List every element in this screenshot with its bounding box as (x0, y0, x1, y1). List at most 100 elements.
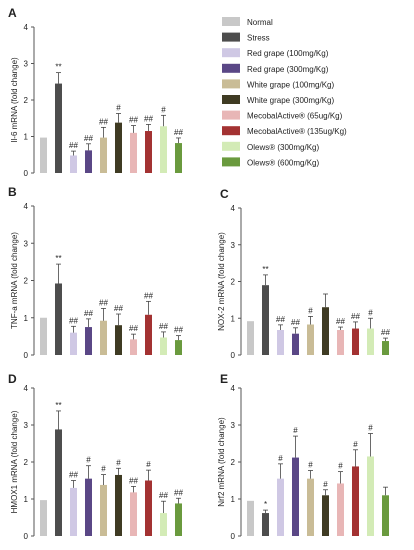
legend-swatch (222, 32, 240, 42)
bar (160, 513, 167, 536)
significance-label: # (368, 308, 373, 317)
y-tick-label: 4 (24, 384, 29, 393)
y-tick-label: 2 (24, 277, 29, 286)
y-axis-label: Nrf2 mRNA (fold change) (217, 417, 226, 507)
significance-label: ## (351, 312, 360, 321)
bar (367, 456, 374, 536)
bar (55, 83, 62, 173)
bar (100, 484, 107, 536)
y-tick-label: 0 (231, 351, 236, 360)
y-tick-label: 3 (24, 60, 29, 69)
y-axis-label: NOX-2 mRNA (fold change) (217, 232, 226, 331)
significance-label: ## (159, 322, 168, 331)
bar (85, 150, 92, 173)
bar (352, 328, 359, 355)
y-tick-label: 1 (231, 495, 236, 504)
y-tick-label: 3 (24, 421, 29, 430)
legend-swatch (222, 63, 240, 73)
bar (175, 143, 182, 173)
bar (175, 340, 182, 355)
panel-b: B 0 1 2 3 4 TNF-a mRNA (fold change) ** ## ## ## ##… (8, 185, 183, 360)
panel-letter: E (220, 372, 228, 386)
y-tick-label: 1 (24, 133, 29, 142)
y-axis-label: HMOX1 mRNA (fold change) (10, 410, 19, 513)
significance-label: ## (69, 471, 78, 480)
significance-label: # (116, 458, 121, 467)
significance-label: ** (55, 401, 61, 410)
bar (382, 341, 389, 355)
significance-label: # (308, 461, 313, 470)
significance-label: ## (129, 116, 138, 125)
bar (247, 500, 254, 536)
y-tick-label: 2 (24, 96, 29, 105)
y-tick-label: 3 (231, 241, 236, 250)
bar (262, 285, 269, 355)
bar (85, 478, 92, 536)
bar (70, 332, 77, 355)
significance-label: ## (174, 128, 183, 137)
y-tick-label: 4 (231, 204, 236, 213)
bar (337, 483, 344, 536)
panel-letter: C (220, 187, 229, 201)
bar (40, 317, 47, 355)
bar (115, 122, 122, 173)
bar (292, 457, 299, 536)
bar (322, 307, 329, 355)
significance-label: ## (144, 114, 153, 123)
legend-swatch (222, 48, 240, 58)
significance-label: # (308, 306, 313, 315)
legend-swatch (222, 95, 240, 104)
significance-label: # (338, 462, 343, 471)
significance-label: ## (69, 316, 78, 325)
y-axis-label: Il-6 mRNA (fold change) (10, 57, 19, 143)
bar (262, 513, 269, 536)
y-tick-label: 2 (24, 458, 29, 467)
legend-label: Red grape (300mg/Kg) (247, 65, 329, 74)
significance-label: ## (129, 324, 138, 333)
legend-label: Olews® (600mg/Kg) (247, 158, 319, 167)
significance-label: # (146, 460, 151, 469)
y-tick-label: 1 (24, 495, 29, 504)
bar (322, 495, 329, 536)
bar (352, 466, 359, 536)
bar (130, 132, 137, 173)
y-tick-label: 0 (24, 169, 29, 178)
legend-swatch (222, 157, 240, 167)
legend-label: MecobalActive® (135ug/Kg) (247, 127, 347, 136)
significance-label: ## (174, 326, 183, 335)
bar (115, 474, 122, 536)
significance-label: ## (69, 141, 78, 150)
legend-label: Normal (247, 18, 273, 27)
bar (70, 155, 77, 173)
panel-e: E 0 1 2 3 4 Nrf2 mRNA (fold change) * # # # # # # # (217, 372, 389, 541)
bar (145, 480, 152, 536)
legend-swatch (222, 110, 240, 120)
significance-label: # (368, 424, 373, 433)
legend-swatch (222, 126, 240, 136)
bar (70, 487, 77, 536)
legend-label: MecobalActive® (65ug/Kg) (247, 112, 343, 121)
y-tick-label: 0 (231, 532, 236, 541)
bar (130, 492, 137, 536)
bar (367, 328, 374, 355)
bar (55, 429, 62, 536)
y-tick-label: 2 (231, 458, 236, 467)
bar (100, 137, 107, 173)
significance-label: ## (84, 309, 93, 318)
y-tick-label: 2 (231, 278, 236, 287)
bar (115, 325, 122, 355)
y-tick-label: 0 (24, 532, 29, 541)
significance-label: ## (99, 298, 108, 307)
y-tick-label: 4 (231, 384, 236, 393)
panel-letter: B (8, 185, 17, 199)
bar (85, 327, 92, 355)
bar (277, 478, 284, 536)
significance-label: # (293, 426, 298, 435)
bar (145, 131, 152, 173)
bar (160, 337, 167, 355)
legend-swatch (222, 141, 240, 151)
bar (175, 503, 182, 536)
significance-label: ## (276, 315, 285, 324)
significance-label: # (323, 480, 328, 489)
